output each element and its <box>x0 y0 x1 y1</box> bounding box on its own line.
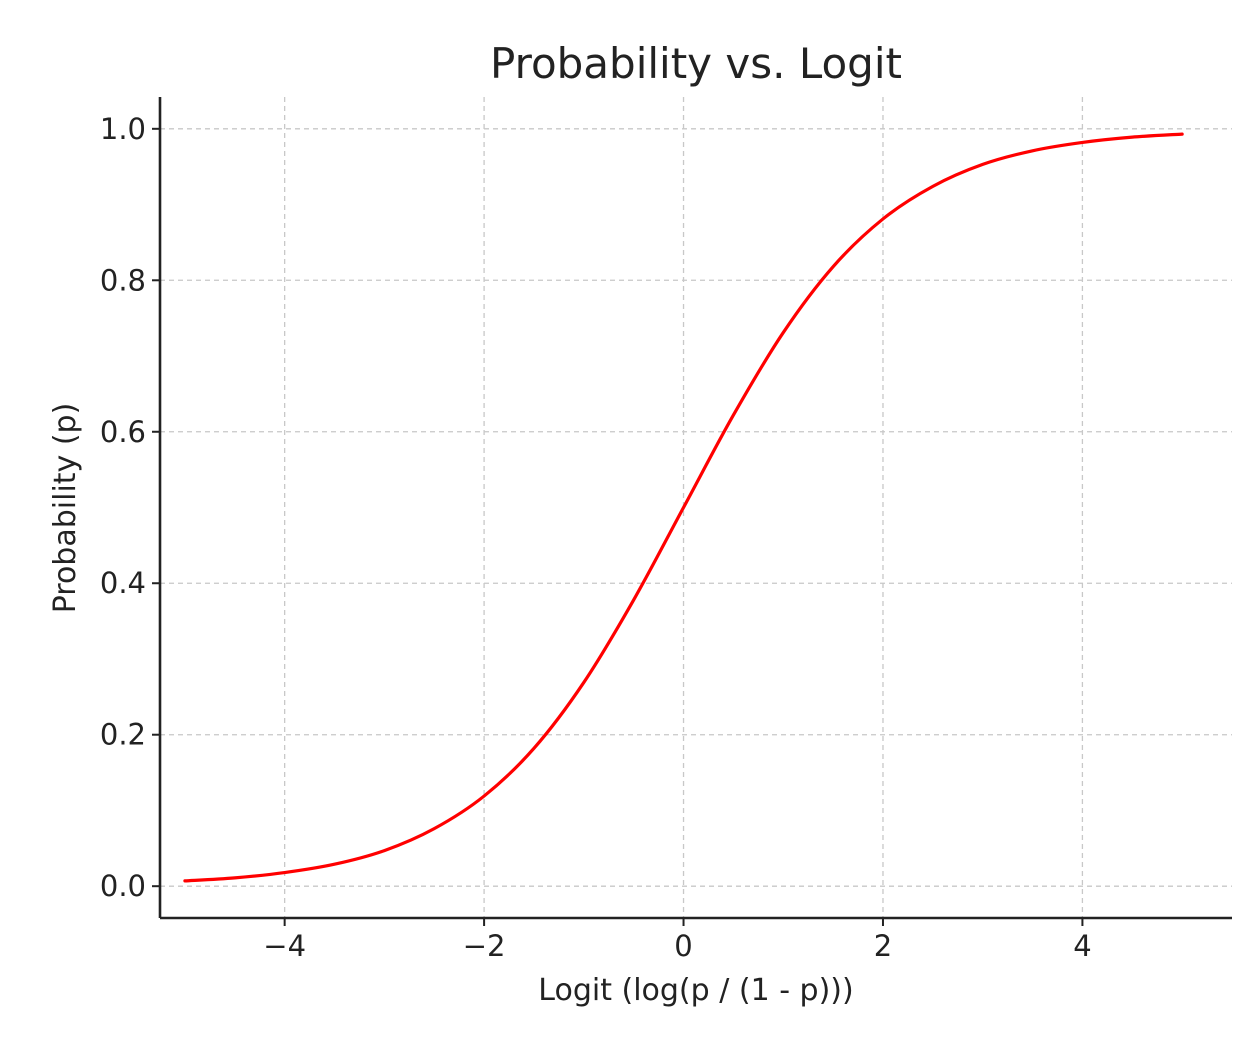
y-tick-label: 1.0 <box>100 112 146 146</box>
x-tick-label: 2 <box>874 929 892 963</box>
chart-title: Probability vs. Logit <box>490 39 902 88</box>
y-tick-label: 0.6 <box>100 415 146 449</box>
x-axis-label: Logit (log(p / (1 - p))) <box>538 973 853 1008</box>
x-tick-label: −4 <box>263 929 306 963</box>
y-tick-label: 0.4 <box>100 566 146 600</box>
y-axis-label: Probability (p) <box>48 403 83 614</box>
y-tick-label: 0.2 <box>100 718 146 752</box>
x-tick-label: 4 <box>1073 929 1091 963</box>
ticks: −4 −2 0 2 4 0.0 0.2 0.4 0.6 0.8 1.0 <box>100 112 1092 963</box>
y-tick-label: 0.0 <box>100 869 146 903</box>
axes <box>158 97 1232 920</box>
x-tick-label: −2 <box>463 929 506 963</box>
series-layer <box>183 132 1184 883</box>
probability-curve <box>183 132 1184 883</box>
x-tick-label: 0 <box>674 929 692 963</box>
y-tick-label: 0.8 <box>100 263 146 297</box>
grid <box>160 97 1232 918</box>
